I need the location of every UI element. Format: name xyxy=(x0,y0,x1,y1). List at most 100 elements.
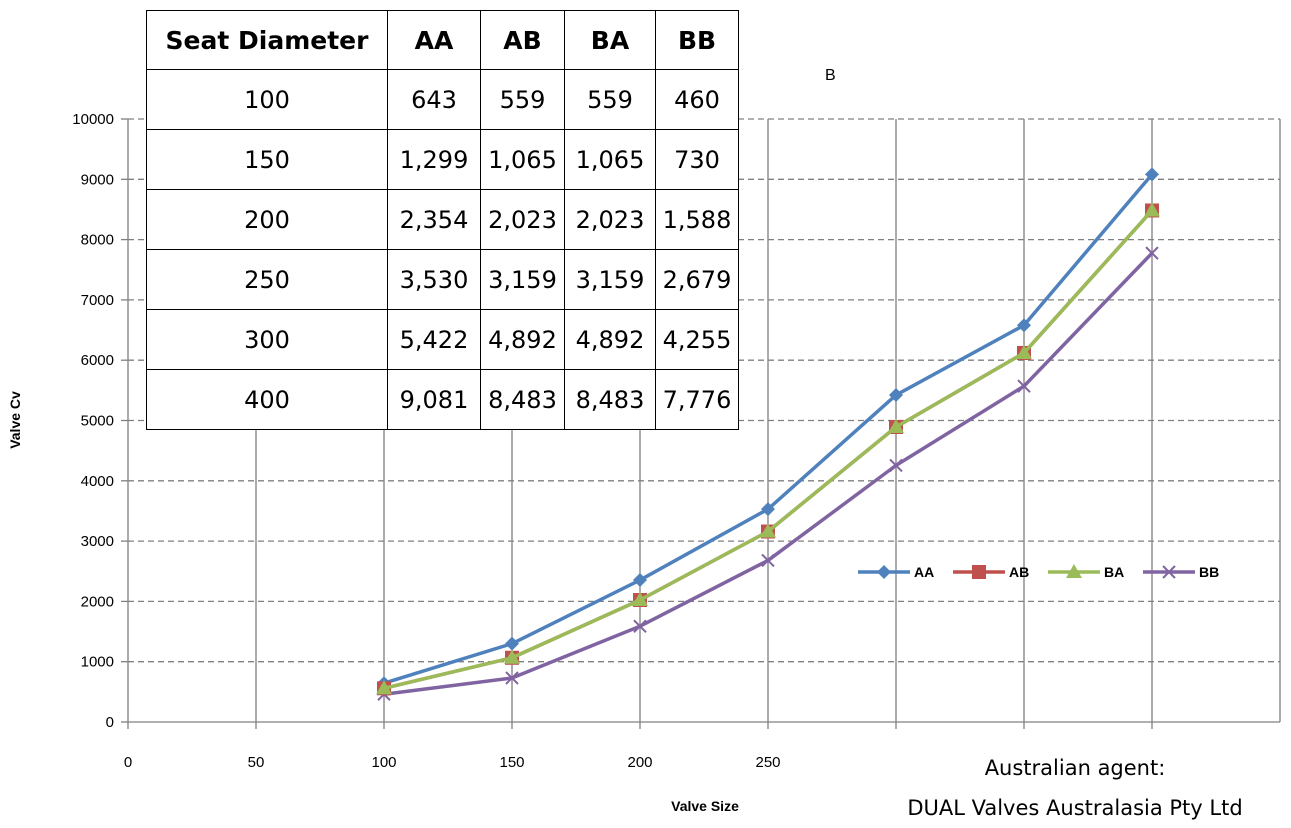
y-axis-title: Valve Cv xyxy=(7,391,23,449)
table-cell: 7,776 xyxy=(655,369,739,430)
x-axis-title: Valve Size xyxy=(671,798,739,814)
header-seat-diameter: Seat Diameter xyxy=(146,10,388,70)
table-cell: 5,422 xyxy=(387,309,481,370)
table-cell: 460 xyxy=(655,69,739,130)
table-cell: 250 xyxy=(146,249,388,310)
data-point xyxy=(1145,246,1159,260)
x-marker-stroke xyxy=(761,553,775,568)
table-cell: 2,354 xyxy=(387,189,481,250)
table-cell: 1,065 xyxy=(564,129,656,190)
data-point xyxy=(888,419,904,434)
table-cell: 2,023 xyxy=(564,189,656,250)
legend-marker xyxy=(972,565,986,579)
table-cell: 1,588 xyxy=(655,189,739,250)
x-tick-label: 200 xyxy=(627,754,652,771)
chart-series xyxy=(376,167,1160,701)
table-row: 100 643 559 559 460 xyxy=(146,69,739,130)
x-tick-label: 250 xyxy=(755,754,780,771)
y-tick-label: 6000 xyxy=(81,352,114,369)
x-marker-stroke xyxy=(1145,246,1159,260)
data-point xyxy=(1016,344,1032,359)
legend-label: AB xyxy=(1009,564,1029,580)
table-cell: 9,081 xyxy=(387,369,481,430)
table-cell: 4,892 xyxy=(564,309,656,370)
legend-label: BA xyxy=(1104,564,1124,580)
table-row: 200 2,354 2,023 2,023 1,588 xyxy=(146,189,739,250)
x-tick-label: 0 xyxy=(124,754,132,771)
data-point xyxy=(505,636,519,651)
table-cell: 200 xyxy=(146,189,388,250)
table-cell: 8,483 xyxy=(564,369,656,430)
table-cell: 643 xyxy=(387,69,481,130)
table-header-row: Seat Diameter AA AB BA BB xyxy=(146,10,739,70)
table-row: 250 3,530 3,159 3,159 2,679 xyxy=(146,249,739,310)
agent-label: Australian agent: xyxy=(984,756,1166,780)
legend-item-bb: BB xyxy=(1143,564,1219,580)
legend-marker xyxy=(1066,564,1082,578)
table-cell: 8,483 xyxy=(480,369,565,430)
table-cell: 4,255 xyxy=(655,309,739,370)
data-point xyxy=(760,523,776,538)
x-marker-stroke xyxy=(1017,379,1031,393)
y-tick-label: 0 xyxy=(106,714,114,731)
table-cell: 1,299 xyxy=(387,129,481,190)
x-marker-stroke xyxy=(505,671,519,685)
table-cell: 1,065 xyxy=(480,129,565,190)
table-cell: 4,892 xyxy=(480,309,565,370)
x-marker-stroke xyxy=(889,458,903,473)
legend-marker xyxy=(1162,565,1176,579)
table-cell: 3,159 xyxy=(564,249,656,310)
legend-marker xyxy=(877,565,891,579)
y-tick-label: 5000 xyxy=(81,413,114,430)
y-tick-label: 10000 xyxy=(72,111,114,128)
data-point xyxy=(504,649,520,664)
table-cell: 100 xyxy=(146,69,388,130)
table-cell: 559 xyxy=(564,69,656,130)
y-tick-label: 2000 xyxy=(81,593,114,610)
data-point xyxy=(1145,167,1159,182)
data-point xyxy=(761,502,775,517)
table-cell: 3,530 xyxy=(387,249,481,310)
y-tick-label: 1000 xyxy=(81,654,114,671)
table-cell: 730 xyxy=(655,129,739,190)
table-cell: 400 xyxy=(146,369,388,430)
x-tick-label: 150 xyxy=(499,754,524,771)
table-row: 400 9,081 8,483 8,483 7,776 xyxy=(146,369,739,430)
header-ab: AB xyxy=(480,10,565,70)
y-tick-label: 3000 xyxy=(81,533,114,550)
series-ba xyxy=(376,202,1160,695)
data-point xyxy=(632,592,648,607)
table-row: 300 5,422 4,892 4,892 4,255 xyxy=(146,309,739,370)
table-cell: 2,023 xyxy=(480,189,565,250)
table-cell: 3,159 xyxy=(480,249,565,310)
data-point xyxy=(376,680,392,695)
table-cell: 2,679 xyxy=(655,249,739,310)
y-tick-label: 7000 xyxy=(81,292,114,309)
data-point xyxy=(889,458,903,473)
legend-label: AA xyxy=(914,564,934,580)
data-point xyxy=(889,388,903,403)
data-point xyxy=(761,553,775,568)
table-cell: 300 xyxy=(146,309,388,370)
y-tick-label: 8000 xyxy=(81,232,114,249)
data-point xyxy=(633,573,647,588)
data-point xyxy=(1017,379,1031,393)
agent-company: DUAL Valves Australasia Pty Ltd xyxy=(907,796,1243,820)
table-cell: 559 xyxy=(480,69,565,130)
data-point xyxy=(633,619,647,633)
header-bb: BB xyxy=(655,10,739,70)
legend-item-ab: AB xyxy=(953,564,1029,580)
x-tick-label: 100 xyxy=(371,754,396,771)
agent-credit: Australian agent: DUAL Valves Australasi… xyxy=(860,748,1290,828)
header-ba: BA xyxy=(564,10,656,70)
x-marker-stroke xyxy=(633,619,647,633)
legend-item-ba: BA xyxy=(1048,564,1124,580)
cv-data-table: Seat Diameter AA AB BA BB 100 643 559 55… xyxy=(146,10,739,430)
data-point xyxy=(1017,318,1031,333)
data-point xyxy=(505,671,519,685)
chart-tick-labels: 0100020003000400050006000700080009000100… xyxy=(72,111,780,771)
legend-label: BB xyxy=(1199,564,1219,580)
table-row: 150 1,299 1,065 1,065 730 xyxy=(146,129,739,190)
data-point xyxy=(1144,202,1160,217)
stray-label: B xyxy=(825,67,836,84)
